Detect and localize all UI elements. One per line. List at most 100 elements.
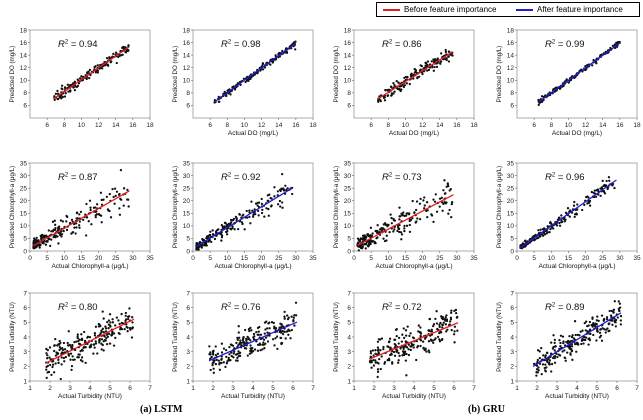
data-point	[258, 343, 262, 347]
x-tick-label: 1	[191, 385, 195, 392]
data-point	[71, 343, 74, 347]
data-point	[574, 333, 577, 337]
data-point	[376, 229, 379, 233]
x-tick-label: 5	[271, 385, 275, 392]
data-point	[100, 221, 103, 224]
data-point	[416, 344, 420, 348]
data-point	[287, 328, 290, 331]
data-point	[454, 308, 458, 312]
legend-label-after: After feature importance	[537, 5, 623, 14]
y-tick-label: 14	[183, 52, 191, 59]
data-point	[617, 307, 620, 310]
data-point	[539, 228, 542, 231]
x-tick-label: 5	[45, 255, 49, 262]
data-point	[270, 205, 273, 208]
x-tick-label: 0	[28, 255, 32, 262]
y-tick-label: 8	[23, 90, 27, 97]
data-point	[568, 335, 571, 338]
r2-annotation: R2 = 0.72	[382, 302, 422, 313]
data-point	[600, 314, 604, 317]
data-point	[270, 321, 274, 324]
data-point	[232, 352, 235, 355]
data-point	[393, 219, 397, 222]
x-axis-label: Actual Turbidity (NTU)	[58, 393, 122, 400]
r2-annotation: R2 = 0.99	[545, 39, 585, 50]
data-point	[388, 340, 391, 343]
data-point	[78, 220, 81, 223]
data-point	[422, 340, 425, 343]
data-point	[109, 325, 112, 328]
data-point	[413, 211, 416, 215]
data-point	[440, 196, 443, 199]
data-point	[543, 232, 546, 236]
data-point	[549, 227, 552, 231]
data-point	[398, 223, 401, 227]
data-point	[595, 319, 598, 322]
y-tick-label: 18	[507, 27, 515, 34]
data-point	[431, 339, 434, 342]
data-point	[78, 226, 81, 229]
data-point	[566, 339, 570, 343]
data-point	[607, 330, 610, 333]
data-point	[51, 220, 55, 223]
data-point	[104, 325, 107, 328]
data-point	[422, 199, 425, 202]
data-point	[599, 328, 602, 331]
data-point	[216, 352, 220, 355]
data-point	[56, 235, 59, 238]
data-point	[230, 354, 233, 358]
data-point	[117, 55, 120, 59]
data-point	[386, 223, 389, 226]
data-point	[60, 87, 63, 90]
data-point	[588, 320, 592, 324]
y-tick-label: 10	[507, 223, 515, 230]
data-point	[131, 326, 134, 329]
data-point	[612, 311, 615, 314]
data-point	[413, 71, 416, 74]
data-point	[584, 329, 587, 332]
data-point	[446, 183, 450, 186]
x-tick-label: 5	[595, 385, 599, 392]
data-point	[439, 60, 443, 63]
data-point	[362, 236, 365, 240]
data-point	[238, 351, 242, 354]
data-point	[434, 317, 437, 321]
y-tick-label: 30	[507, 173, 515, 180]
data-point	[281, 49, 284, 53]
data-point	[408, 334, 411, 338]
y-tick-label: 1	[347, 378, 351, 385]
data-point	[432, 220, 435, 224]
data-point	[383, 96, 386, 99]
data-point	[420, 64, 424, 68]
data-point	[65, 214, 68, 218]
data-point	[111, 331, 114, 334]
data-point	[54, 92, 58, 95]
data-point	[214, 362, 218, 366]
data-point	[250, 329, 253, 332]
data-point	[212, 371, 215, 374]
data-point	[585, 320, 588, 323]
data-point	[441, 323, 444, 326]
y-tick-label: 15	[344, 211, 352, 218]
regression-line	[538, 42, 621, 103]
data-point	[263, 215, 266, 218]
data-point	[234, 215, 238, 219]
data-point	[267, 199, 270, 203]
data-point	[370, 366, 373, 369]
data-point	[262, 341, 265, 344]
data-point	[86, 71, 89, 74]
data-point	[53, 349, 56, 353]
data-point	[75, 226, 78, 229]
data-point	[257, 214, 260, 217]
data-point	[396, 349, 399, 352]
data-point	[118, 332, 121, 335]
data-point	[432, 58, 435, 61]
data-point	[234, 359, 238, 362]
data-point	[108, 313, 112, 316]
data-point	[292, 316, 295, 319]
data-point	[386, 359, 389, 362]
y-tick-label: 3	[23, 349, 27, 356]
data-point	[231, 218, 235, 222]
data-point	[78, 342, 81, 346]
data-point	[248, 209, 251, 212]
